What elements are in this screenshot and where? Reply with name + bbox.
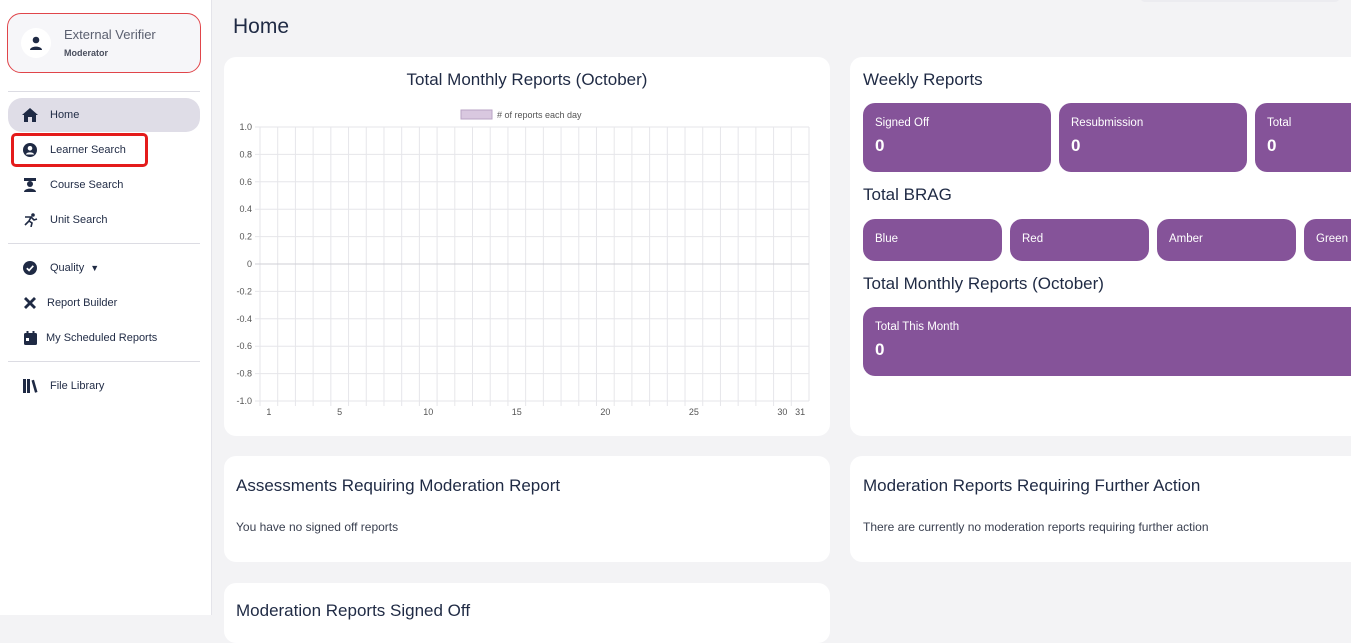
graduate-icon — [22, 177, 38, 193]
tile-value: 0 — [1071, 136, 1081, 155]
sidebar-item-home[interactable]: Home — [8, 98, 200, 132]
tile-label: Resubmission — [1071, 117, 1144, 129]
books-icon — [22, 378, 38, 394]
sidebar-divider — [8, 361, 200, 362]
x-tick-label: 15 — [512, 407, 522, 417]
tools-icon — [22, 295, 38, 311]
brag-title: Total BRAG — [863, 185, 952, 204]
legend-swatch — [460, 109, 493, 120]
assessments-card: Assessments Requiring Moderation Report … — [224, 456, 830, 562]
user-name: External Verifier — [64, 27, 156, 42]
highlight-box — [11, 133, 148, 167]
sidebar-item-unit-search[interactable]: Unit Search — [8, 203, 200, 237]
y-tick-label: -0.8 — [236, 369, 252, 379]
sidebar-item-scheduled-reports[interactable]: My Scheduled Reports — [8, 321, 200, 355]
weekly-reports-card: Weekly Reports Signed Off 0 Resubmission… — [850, 57, 1351, 436]
sidebar-item-label: Learner Search — [50, 144, 126, 156]
tile-value: 0 — [875, 136, 885, 155]
running-icon — [22, 212, 38, 228]
y-tick-label: -1.0 — [236, 396, 252, 406]
x-tick-label: 5 — [337, 407, 342, 417]
legend-label: # of reports each day — [497, 110, 582, 120]
sidebar-item-label: Unit Search — [50, 214, 108, 226]
y-tick-label: 0.2 — [239, 232, 252, 242]
tile-label: Amber — [1169, 233, 1203, 245]
signed-off-title: Moderation Reports Signed Off — [236, 601, 471, 620]
assessments-text: You have no signed off reports — [236, 520, 399, 534]
calendar-icon — [22, 330, 38, 346]
tile-label: Green — [1316, 233, 1348, 245]
sidebar-item-quality[interactable]: Quality ▼ — [8, 251, 200, 285]
monthly-chart-card: Total Monthly Reports (October) 1.0 0.8 0.… — [224, 57, 830, 436]
chart-title: Total Monthly Reports (October) — [406, 70, 648, 89]
x-tick-label: 30 — [777, 407, 787, 417]
resubmission-tile[interactable]: Resubmission 0 — [1059, 103, 1247, 172]
sidebar-item-label: File Library — [50, 380, 105, 392]
user-circle-icon — [22, 142, 38, 158]
sidebar-item-label: My Scheduled Reports — [46, 332, 158, 344]
sidebar-item-learner-search[interactable]: Learner Search — [8, 133, 200, 167]
signed-off-tile[interactable]: Signed Off 0 — [863, 103, 1051, 172]
sidebar-item-file-library[interactable]: File Library — [8, 369, 200, 403]
weekly-title: Weekly Reports — [863, 70, 983, 89]
y-tick-label: 0.6 — [239, 177, 252, 187]
brag-green-tile[interactable]: Green — [1304, 219, 1351, 261]
user-icon — [30, 36, 42, 50]
brag-blue-tile[interactable]: Blue — [863, 219, 1002, 261]
user-card[interactable]: External Verifier Moderator — [7, 13, 201, 73]
page-title: Home — [233, 15, 290, 38]
tile-label: Blue — [875, 233, 899, 245]
user-role: Moderator — [64, 48, 109, 58]
signed-off-card: Moderation Reports Signed Off — [224, 583, 830, 643]
y-tick-label: -0.4 — [236, 314, 252, 324]
tile-label: Red — [1022, 233, 1044, 245]
y-tick-label: 1.0 — [239, 122, 252, 132]
top-bar-pill — [1140, 0, 1340, 2]
x-tick-label: 10 — [423, 407, 433, 417]
brag-amber-tile[interactable]: Amber — [1157, 219, 1296, 261]
sidebar-item-label: Course Search — [50, 179, 124, 191]
sidebar-item-label: Report Builder — [47, 297, 118, 309]
tile-label: Total — [1267, 117, 1292, 129]
user-avatar — [21, 28, 51, 58]
check-circle-icon — [22, 260, 38, 276]
sidebar-divider — [8, 91, 200, 92]
y-tick-label: 0.4 — [239, 204, 252, 214]
y-tick-label: 0 — [247, 259, 252, 269]
monthly-reports-chart: 1.00.80.60.40.20-0.2-0.4-0.6-0.8-1.01 5 10… — [236, 109, 810, 417]
tile-label: Total This Month — [875, 321, 960, 333]
sidebar-item-label: Home — [50, 109, 80, 121]
total-this-month-tile[interactable]: Total This Month 0 — [863, 307, 1351, 376]
sidebar-item-report-builder[interactable]: Report Builder — [8, 286, 200, 320]
further-action-title: Moderation Reports Requiring Further Act… — [863, 476, 1201, 495]
sidebar-item-course-search[interactable]: Course Search — [8, 168, 200, 202]
x-tick-label: 31 — [795, 407, 805, 417]
sidebar-item-label: Quality — [50, 262, 85, 274]
further-action-text: There are currently no moderation report… — [863, 520, 1209, 534]
x-tick-label: 1 — [266, 407, 271, 417]
y-tick-label: -0.6 — [236, 341, 252, 351]
tile-label: Signed Off — [875, 117, 930, 129]
tile-value: 0 — [1267, 136, 1277, 155]
assessments-title: Assessments Requiring Moderation Report — [236, 476, 561, 495]
x-tick-label: 25 — [689, 407, 699, 417]
monthly-title: Total Monthly Reports (October) — [863, 274, 1104, 293]
home-icon — [22, 107, 38, 123]
total-tile[interactable]: Total 0 — [1255, 103, 1351, 172]
y-tick-label: 0.8 — [239, 149, 252, 159]
x-tick-label: 20 — [600, 407, 610, 417]
sidebar-divider — [8, 243, 200, 244]
brag-red-tile[interactable]: Red — [1010, 219, 1149, 261]
chevron-down-icon: ▼ — [90, 263, 100, 273]
further-action-card: Moderation Reports Requiring Further Act… — [850, 456, 1351, 562]
y-tick-label: -0.2 — [236, 286, 252, 296]
tile-value: 0 — [875, 340, 885, 359]
sidebar: External Verifier Moderator Home Learner… — [0, 0, 212, 615]
